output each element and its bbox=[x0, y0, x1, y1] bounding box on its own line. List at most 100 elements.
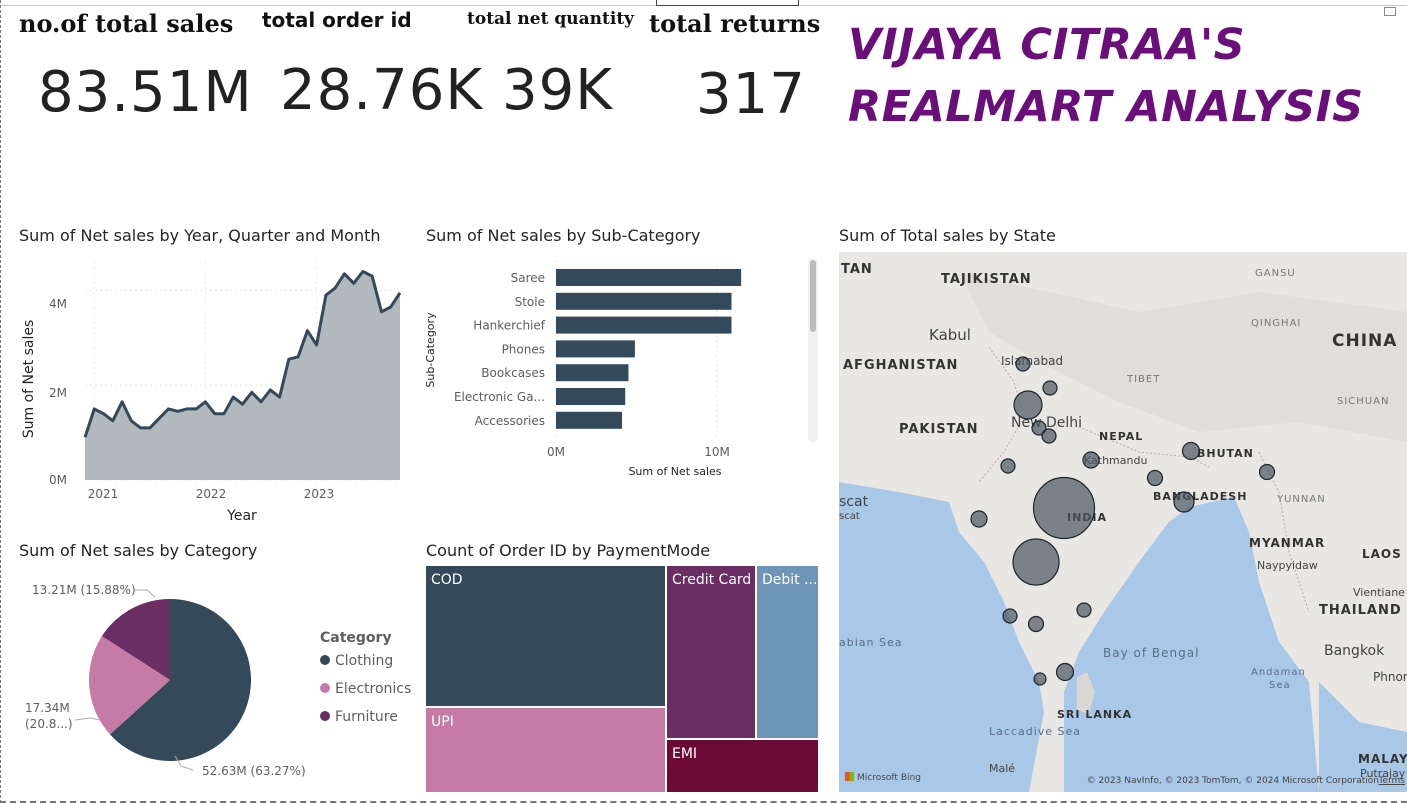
map-bubble-14[interactable] bbox=[970, 510, 988, 528]
bar-label-saree: Saree bbox=[511, 271, 545, 285]
map-bubble-6[interactable] bbox=[1000, 458, 1016, 474]
bar-label-accessories: Accessories bbox=[475, 414, 545, 428]
map-label-naypyidaw: Naypyidaw bbox=[1257, 559, 1318, 572]
kpi-title-total-sales: no.of total sales bbox=[19, 9, 234, 38]
pakistan-border bbox=[978, 346, 1025, 483]
bar-bookcases[interactable] bbox=[556, 364, 629, 382]
map-bubble-2[interactable] bbox=[1042, 380, 1058, 396]
legend-item-clothing[interactable]: Clothing bbox=[320, 653, 393, 669]
map-label-arabian-sea: abian Sea bbox=[839, 636, 903, 649]
map-bubble-3[interactable] bbox=[1013, 390, 1043, 420]
map-bubble-8[interactable] bbox=[1181, 441, 1201, 461]
map-label-vientiane: Vientiane bbox=[1353, 586, 1405, 599]
map-bubble-12[interactable] bbox=[1032, 476, 1096, 540]
map-bubble-16[interactable] bbox=[1027, 615, 1045, 633]
bar-electronic-ga-[interactable] bbox=[556, 388, 626, 405]
bar-x-tick-10m: 10M bbox=[704, 445, 730, 459]
legend-label-electronics: Electronics bbox=[335, 681, 412, 697]
map-title: Sum of Total sales by State bbox=[839, 226, 1056, 245]
bar-saree[interactable] bbox=[556, 269, 742, 286]
map-bubble-19[interactable] bbox=[1033, 672, 1047, 686]
legend-item-electronics[interactable]: Electronics bbox=[320, 681, 411, 697]
pie-label-clothing: 52.63M (63.27%) bbox=[202, 764, 306, 778]
pie-slice-electronics[interactable] bbox=[88, 636, 170, 735]
bar-accessories[interactable] bbox=[556, 411, 623, 429]
nepal-border bbox=[1078, 426, 1210, 468]
map-label-pakistan: PAKISTAN bbox=[899, 422, 979, 437]
bar-x-tick-0m: 0M bbox=[547, 445, 565, 459]
x-tick-2023: 2023 bbox=[304, 487, 335, 501]
map-label-muscat: scat bbox=[839, 494, 869, 510]
map-bubble-17[interactable] bbox=[1076, 602, 1092, 618]
bar-chart-scrollbar[interactable] bbox=[808, 258, 818, 442]
map-label-kabul: Kabul bbox=[929, 326, 971, 344]
treemap-tile-upi[interactable]: UPI bbox=[426, 708, 665, 792]
map-label-tan: TAN bbox=[841, 262, 873, 277]
legend-item-furniture[interactable]: Furniture bbox=[320, 709, 398, 725]
map-visual[interactable]: TAN TAJIKISTAN Kabul AFGHANISTAN Islamab… bbox=[839, 252, 1407, 792]
map-bubble-18[interactable] bbox=[1055, 662, 1075, 682]
map-bubble-9[interactable] bbox=[1146, 469, 1164, 487]
brand-title-line2: REALMART ANALYSIS bbox=[848, 82, 1364, 132]
map-label-laos: LAOS bbox=[1362, 547, 1402, 561]
map-label-malaysia: MALAYSIA bbox=[1358, 752, 1407, 766]
map-label-andaman: Andaman bbox=[1251, 667, 1306, 678]
line-chart[interactable]: 4M 2M 0M 2021 2022 2023 Year Sum of Net … bbox=[15, 252, 410, 527]
treemap-tile-emi[interactable]: EMI bbox=[667, 740, 818, 792]
pie-leader-electronics bbox=[74, 717, 101, 721]
treemap-tile-cod[interactable]: COD bbox=[426, 566, 665, 706]
bar-stole[interactable] bbox=[556, 292, 732, 310]
map-bubble-15[interactable] bbox=[1002, 608, 1018, 624]
pie-slice-clothing[interactable] bbox=[110, 599, 251, 761]
x-tick-2022: 2022 bbox=[196, 487, 227, 501]
map-label-bhutan: BHUTAN bbox=[1197, 447, 1254, 460]
map-bubble-layer bbox=[970, 356, 1276, 686]
map-label-muscat-small: scat bbox=[839, 511, 860, 522]
map-terms-link[interactable]: Terms bbox=[1378, 776, 1405, 786]
bar-chart[interactable]: Saree Stole Hankerchief Phones Bookcases Elec… bbox=[420, 258, 805, 483]
scrollbar-thumb[interactable] bbox=[810, 260, 816, 332]
treemap-tile-credit-card[interactable]: Credit Card bbox=[667, 566, 755, 738]
bar-hankerchief[interactable] bbox=[556, 316, 732, 334]
bar-phones[interactable] bbox=[556, 340, 635, 358]
map-label-andaman-sea: Sea bbox=[1269, 680, 1291, 691]
map-bubble-11[interactable] bbox=[1173, 491, 1195, 513]
pie-label-electronics-pct: (20.8...) bbox=[25, 717, 73, 731]
y-tick-0m: 0M bbox=[49, 473, 67, 487]
line-chart-line bbox=[83, 270, 402, 438]
map-label-tajikistan: TAJIKISTAN bbox=[941, 272, 1032, 287]
map-label-china: CHINA bbox=[1332, 331, 1398, 351]
bar-label-bookcases: Bookcases bbox=[481, 366, 545, 380]
map-bubble-10[interactable] bbox=[1258, 463, 1276, 481]
map-bubble-7[interactable] bbox=[1082, 451, 1100, 469]
pie-leader-furniture bbox=[135, 589, 156, 598]
legend-dot-furniture bbox=[320, 711, 330, 721]
map-copyright: © 2023 NavInfo, © 2023 TomTom, © 2024 Mi… bbox=[1086, 776, 1379, 786]
treemap-tile-debit[interactable]: Debit ... bbox=[757, 566, 818, 738]
legend-dot-clothing bbox=[320, 655, 330, 665]
bar-chart-xlabel: Sum of Net sales bbox=[628, 465, 721, 478]
map-label-qinghai: QINGHAI bbox=[1251, 318, 1302, 329]
map-bubble-5[interactable] bbox=[1041, 428, 1057, 444]
bing-logo: Microsoft Bing bbox=[845, 772, 921, 783]
map-bubble-13[interactable] bbox=[1012, 538, 1060, 586]
map-label-putrajaya: Putrajay bbox=[1360, 767, 1406, 780]
bing-label: Microsoft Bing bbox=[857, 773, 921, 783]
x-tick-2021: 2021 bbox=[88, 487, 119, 501]
map-bubble-4[interactable] bbox=[1031, 420, 1047, 436]
legend-label-clothing: Clothing bbox=[335, 653, 394, 669]
line-chart-area bbox=[85, 271, 400, 480]
pie-label-electronics-value: 17.34M bbox=[25, 701, 70, 715]
pie-chart[interactable] bbox=[15, 570, 315, 795]
line-chart-ylabel: Sum of Net sales bbox=[21, 320, 37, 439]
kpi-title-total-net-quantity: total net quantity bbox=[467, 9, 635, 29]
focus-mode-icon[interactable] bbox=[1384, 7, 1396, 16]
pie-chart-title: Sum of Net sales by Category bbox=[19, 541, 258, 560]
myanmar-border bbox=[1258, 451, 1310, 613]
pie-slice-furniture[interactable] bbox=[101, 599, 170, 680]
pie-legend-title: Category bbox=[320, 630, 392, 646]
map-bubble-1[interactable] bbox=[1015, 356, 1031, 372]
line-chart-xlabel: Year bbox=[226, 508, 257, 524]
map-label-myanmar: MYANMAR bbox=[1249, 536, 1326, 550]
kpi-value-total-returns: 317 bbox=[696, 62, 806, 127]
